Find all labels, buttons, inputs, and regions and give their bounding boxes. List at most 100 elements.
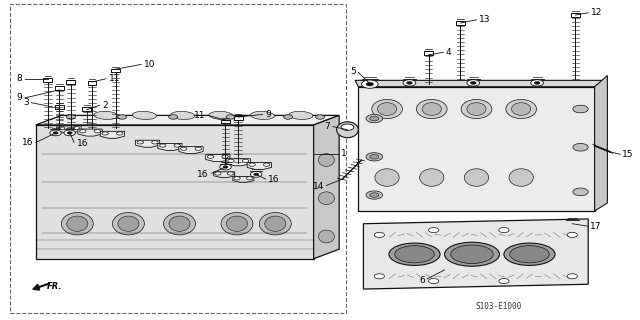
Ellipse shape	[337, 122, 358, 138]
Text: 6: 6	[419, 276, 425, 285]
Polygon shape	[355, 80, 604, 87]
Ellipse shape	[289, 111, 313, 119]
Circle shape	[53, 132, 58, 134]
Ellipse shape	[378, 103, 397, 116]
Circle shape	[253, 173, 259, 176]
Circle shape	[169, 115, 177, 119]
Ellipse shape	[250, 111, 275, 119]
Polygon shape	[214, 172, 235, 178]
Circle shape	[284, 115, 292, 119]
Circle shape	[246, 177, 253, 180]
Circle shape	[366, 191, 383, 199]
Bar	[10, 4, 346, 313]
Circle shape	[50, 130, 61, 136]
Text: S103-E1000: S103-E1000	[476, 302, 522, 311]
Circle shape	[118, 115, 127, 119]
Circle shape	[195, 147, 202, 150]
Circle shape	[228, 159, 234, 163]
Circle shape	[374, 232, 385, 237]
Circle shape	[341, 124, 354, 130]
Ellipse shape	[94, 111, 118, 119]
Ellipse shape	[221, 212, 253, 235]
Ellipse shape	[259, 212, 291, 235]
Circle shape	[366, 153, 383, 161]
Circle shape	[370, 116, 379, 121]
Circle shape	[243, 159, 249, 163]
Circle shape	[234, 177, 240, 180]
Circle shape	[227, 172, 234, 175]
Polygon shape	[205, 155, 230, 162]
Ellipse shape	[509, 246, 549, 263]
Ellipse shape	[227, 216, 248, 231]
Text: 9: 9	[265, 110, 271, 119]
Polygon shape	[233, 177, 254, 182]
Circle shape	[470, 82, 476, 84]
Ellipse shape	[118, 216, 139, 231]
Text: 3: 3	[23, 98, 29, 107]
Circle shape	[531, 80, 543, 86]
Circle shape	[406, 82, 412, 84]
Polygon shape	[78, 129, 102, 136]
Ellipse shape	[511, 103, 531, 116]
Circle shape	[573, 143, 588, 151]
Ellipse shape	[61, 212, 93, 235]
Circle shape	[567, 232, 577, 237]
Circle shape	[159, 144, 166, 147]
Circle shape	[370, 193, 379, 197]
Polygon shape	[247, 163, 271, 170]
Text: 1: 1	[341, 149, 347, 158]
Polygon shape	[57, 126, 81, 133]
Circle shape	[264, 163, 270, 166]
Polygon shape	[595, 76, 607, 211]
Ellipse shape	[420, 169, 444, 186]
Text: 16: 16	[77, 139, 88, 148]
Polygon shape	[136, 140, 160, 147]
Text: 16: 16	[22, 138, 33, 147]
Text: 4: 4	[446, 48, 451, 57]
Circle shape	[250, 172, 262, 177]
Ellipse shape	[319, 230, 334, 243]
Circle shape	[67, 115, 76, 119]
Ellipse shape	[113, 212, 145, 235]
Ellipse shape	[164, 212, 195, 235]
Ellipse shape	[422, 103, 442, 116]
Text: 7: 7	[324, 122, 330, 131]
Circle shape	[226, 115, 235, 119]
Polygon shape	[179, 147, 203, 154]
Circle shape	[567, 274, 577, 279]
Circle shape	[316, 115, 324, 119]
Ellipse shape	[451, 245, 493, 263]
Ellipse shape	[132, 111, 156, 119]
Ellipse shape	[504, 243, 555, 265]
Text: 2: 2	[102, 101, 108, 110]
Text: 8: 8	[17, 74, 22, 83]
Text: 5: 5	[350, 67, 356, 76]
Circle shape	[249, 163, 255, 166]
Ellipse shape	[467, 103, 486, 116]
Text: FR.: FR.	[47, 282, 63, 291]
Text: 9: 9	[17, 93, 22, 102]
Circle shape	[570, 222, 575, 225]
Circle shape	[499, 278, 509, 284]
Circle shape	[573, 188, 588, 196]
Ellipse shape	[395, 246, 435, 263]
Circle shape	[366, 115, 383, 123]
Polygon shape	[100, 131, 125, 138]
Bar	[358, 87, 595, 211]
Circle shape	[79, 130, 86, 133]
Circle shape	[362, 80, 378, 88]
Text: 16: 16	[268, 175, 279, 184]
Circle shape	[534, 82, 540, 84]
Circle shape	[174, 144, 180, 147]
Circle shape	[152, 141, 158, 144]
Ellipse shape	[67, 216, 88, 231]
Ellipse shape	[265, 216, 286, 231]
Circle shape	[566, 220, 579, 227]
Circle shape	[223, 166, 228, 168]
Ellipse shape	[461, 100, 492, 119]
Circle shape	[58, 126, 65, 130]
Circle shape	[573, 105, 588, 113]
Polygon shape	[364, 219, 588, 289]
Ellipse shape	[445, 242, 499, 266]
Text: 15: 15	[622, 150, 634, 159]
